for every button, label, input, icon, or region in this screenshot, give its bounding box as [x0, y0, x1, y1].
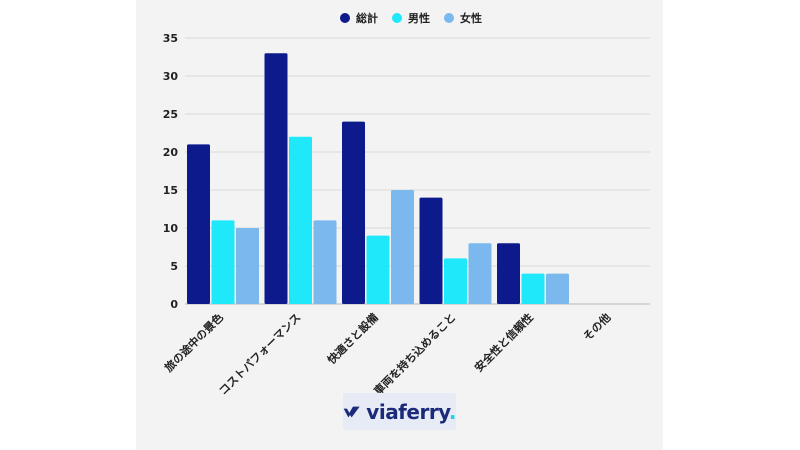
- x-tick-label: 旅の途中の景色: [162, 310, 226, 374]
- bar: [289, 136, 312, 304]
- legend-item-male: 男性: [392, 10, 430, 26]
- bar: [391, 190, 414, 304]
- y-tick-label: 30: [163, 70, 179, 83]
- legend-item-female: 女性: [444, 10, 482, 26]
- y-tick-label: 0: [170, 298, 178, 311]
- bar: [419, 197, 443, 304]
- bar: [497, 243, 520, 304]
- y-tick-label: 25: [163, 108, 178, 121]
- viaferry-logo-text: viaferry.: [366, 399, 456, 424]
- viaferry-logo-icon: [343, 406, 360, 417]
- viaferry-logo: viaferry.: [343, 393, 457, 430]
- bar: [444, 258, 467, 304]
- chart-legend: 総計 男性 女性: [340, 9, 482, 27]
- x-tick-label: 車両を持ち込めること: [371, 310, 459, 398]
- y-tick-label: 15: [163, 184, 178, 197]
- bar: [187, 144, 210, 304]
- legend-label-female: 女性: [460, 12, 482, 25]
- x-tick-label: その他: [580, 310, 613, 343]
- y-tick-label: 5: [170, 260, 178, 273]
- bar: [211, 220, 235, 304]
- y-tick-label: 35: [163, 32, 178, 45]
- bar: [521, 273, 545, 304]
- legend-swatch-female: [444, 13, 454, 23]
- bar: [313, 220, 337, 304]
- legend-swatch-total: [340, 13, 350, 23]
- legend-item-total: 総計: [340, 10, 378, 26]
- legend-label-total: 総計: [356, 12, 378, 25]
- bar: [468, 243, 492, 304]
- x-tick-label: 安全性と信頼性: [472, 310, 536, 374]
- bar: [264, 53, 288, 305]
- x-tick-label: コストパフォーマンス: [217, 311, 304, 398]
- legend-swatch-male: [392, 13, 402, 23]
- y-tick-label: 10: [163, 222, 179, 235]
- x-tick-label: 快適さと設備: [324, 310, 381, 367]
- bar: [366, 235, 390, 304]
- bar: [342, 121, 365, 304]
- bar: [236, 228, 259, 304]
- bar: [546, 273, 569, 304]
- y-tick-label: 20: [163, 146, 179, 159]
- legend-label-male: 男性: [408, 12, 430, 25]
